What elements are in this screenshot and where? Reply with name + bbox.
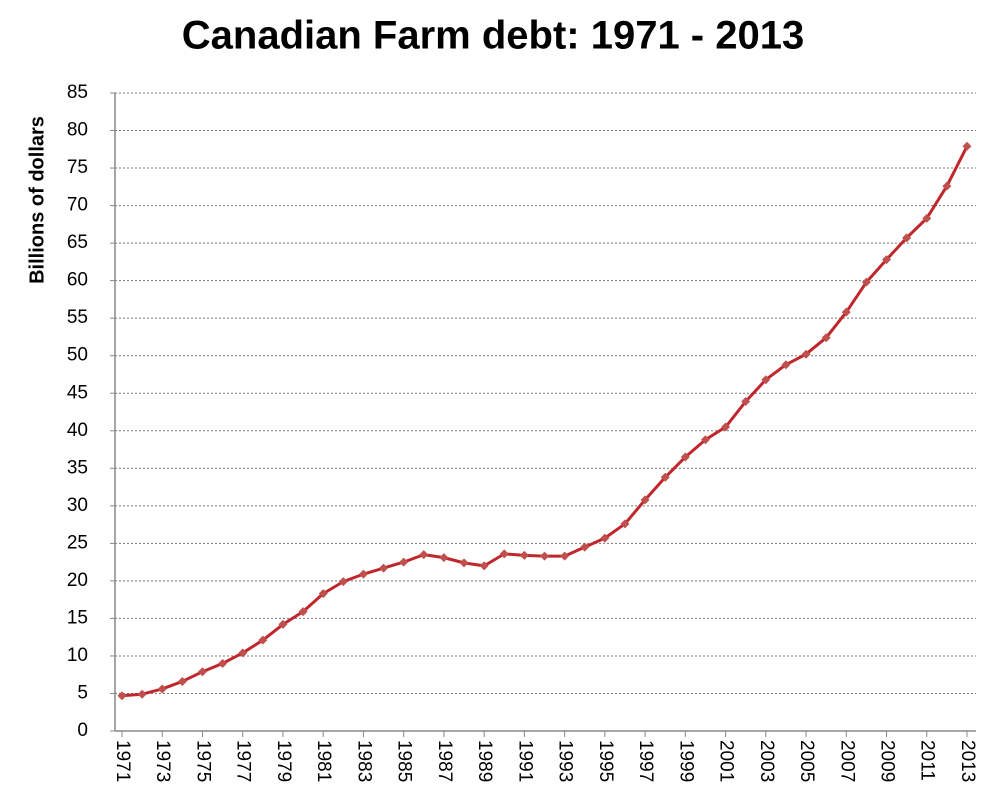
data-point [882, 255, 892, 265]
data-point [721, 422, 731, 432]
data-point [580, 542, 590, 552]
data-point [419, 550, 429, 560]
data-line [121, 145, 969, 698]
data-point [902, 233, 912, 243]
y-tick-label: 20 [67, 570, 88, 591]
data-point [519, 550, 529, 560]
x-tick-label: 1999 [675, 740, 696, 782]
x-tick-label: 1981 [313, 740, 334, 782]
x-tick-label: 1991 [514, 740, 535, 782]
data-point [218, 658, 228, 668]
data-point [399, 557, 409, 567]
data-point [157, 684, 167, 694]
y-tick-label: 65 [67, 232, 88, 253]
data-point [640, 495, 650, 505]
x-tick-label: 2007 [836, 740, 857, 782]
data-point [680, 452, 690, 462]
x-tick-label: 1985 [394, 740, 415, 782]
x-tick-label: 2013 [957, 740, 978, 782]
x-tick-label: 1973 [152, 740, 173, 782]
data-point [620, 519, 630, 529]
y-tick-label: 55 [67, 307, 88, 328]
data-point [197, 667, 207, 677]
data-point [318, 589, 328, 599]
data-point [499, 549, 509, 559]
x-tick-label: 1983 [353, 740, 374, 782]
chart-title: Canadian Farm debt: 1971 - 2013 [182, 14, 804, 58]
data-point [700, 435, 710, 445]
y-tick-label: 35 [67, 457, 88, 478]
x-tick-label: 2001 [716, 740, 737, 782]
data-point [358, 569, 368, 579]
y-tick-label: 85 [67, 82, 88, 103]
y-tick-label: 75 [67, 157, 88, 178]
data-point [781, 360, 791, 370]
x-tick-label: 2009 [877, 740, 898, 782]
x-tick-label: 1989 [474, 740, 495, 782]
x-tick-label: 2003 [756, 740, 777, 782]
data-point [238, 648, 248, 658]
data-point [942, 181, 952, 191]
data-point [660, 472, 670, 482]
data-point [137, 689, 147, 699]
x-tick-label: 1975 [192, 740, 213, 782]
y-tick-label: 30 [67, 495, 88, 516]
y-tick-label: 15 [67, 607, 88, 628]
x-tick-label: 1993 [555, 740, 576, 782]
data-point [821, 333, 831, 343]
data-point [600, 533, 610, 543]
data-point [117, 691, 127, 701]
x-tick-label: 1977 [233, 740, 254, 782]
y-tick-label: 25 [67, 532, 88, 553]
data-point [560, 551, 570, 561]
y-tick-label: 60 [67, 270, 88, 291]
data-point [861, 277, 871, 287]
data-point [922, 213, 932, 223]
y-tick-label: 10 [67, 645, 88, 666]
y-tick-label: 5 [77, 682, 88, 703]
data-point [439, 553, 449, 563]
data-point [278, 619, 288, 629]
x-tick-label: 1971 [112, 740, 133, 782]
x-tick-label: 2011 [917, 740, 938, 781]
y-tick-label: 0 [77, 720, 88, 741]
data-point [741, 396, 751, 406]
data-point [841, 307, 851, 317]
x-tick-label: 2005 [796, 740, 817, 782]
data-point [338, 577, 348, 587]
data-point [962, 141, 972, 151]
data-point [761, 375, 771, 385]
x-tick-label: 1979 [273, 740, 294, 782]
y-tick-label: 50 [67, 345, 88, 366]
data-point [540, 551, 549, 561]
data-point [177, 676, 187, 686]
y-tick-label: 40 [67, 420, 88, 441]
y-axis-label: Billions of dollars [26, 116, 48, 284]
data-point [298, 607, 308, 617]
x-tick-label: 1995 [595, 740, 616, 782]
data-point [801, 349, 811, 359]
x-tick-label: 1997 [635, 740, 656, 782]
y-tick-label: 45 [67, 382, 88, 403]
data-point [479, 561, 489, 571]
y-tick-label: 80 [67, 120, 88, 141]
data-point [258, 635, 268, 645]
data-point [379, 563, 389, 573]
data-point [459, 558, 469, 568]
x-tick-label: 1987 [434, 740, 455, 782]
y-tick-label: 70 [67, 195, 88, 216]
